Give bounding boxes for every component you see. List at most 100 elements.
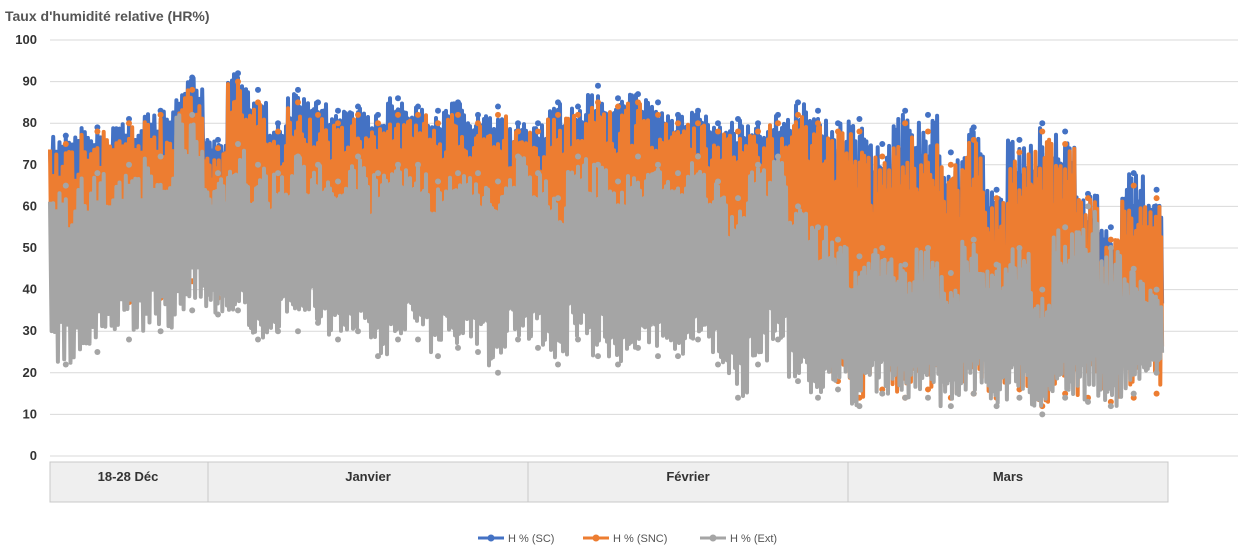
data-point-lower [695,336,701,343]
data-point-lower [315,319,321,326]
data-point-lower [815,394,821,401]
data-point-lower [755,361,761,368]
data-point-upper [1107,236,1114,243]
series-layer [48,70,1165,418]
data-point-lower [856,403,863,410]
data-point-upper [435,120,441,127]
data-point-upper [993,195,1000,202]
data-point-upper [615,178,621,185]
data-point-upper [1153,286,1160,293]
data-point-upper [835,128,841,135]
data-point-upper [595,161,601,168]
data-point-upper [535,128,541,135]
data-point-upper [655,161,661,168]
data-point-lower [555,361,561,368]
data-point-lower [415,336,421,343]
data-point-lower [1107,403,1114,410]
category-label: Janvier [345,469,391,484]
data-point-upper [735,116,741,123]
data-point-upper [94,124,101,131]
data-point-upper [575,103,581,110]
data-point-upper [902,107,909,114]
data-point-upper [189,74,196,81]
data-point-upper [1016,245,1023,251]
data-point-upper [1107,245,1114,251]
y-tick-label: 100 [15,32,37,47]
y-tick-labels: 0 10 20 30 40 50 60 70 80 90 100 [15,32,37,463]
data-point-lower [735,394,741,401]
data-point-upper [315,99,321,106]
legend-label: H % (SNC) [613,533,667,545]
data-point-lower [635,344,641,351]
data-point-lower [535,344,541,351]
data-point-upper [902,120,909,127]
data-point-upper [335,107,341,114]
data-point-lower [1016,394,1023,401]
data-point-upper [615,95,621,102]
data-point-upper [695,120,701,127]
data-point-lower [595,353,601,360]
data-point-upper [635,99,641,106]
data-point-lower [1153,369,1160,376]
data-point-upper [235,78,241,85]
data-point-upper [515,128,521,135]
data-point-upper [1085,195,1091,202]
data-point-upper [715,128,721,135]
data-point-lower [1062,394,1069,401]
data-point-lower [94,349,101,355]
data-point-upper [62,182,69,189]
data-point-lower [495,369,501,376]
data-point-lower [295,328,301,335]
data-point-upper [94,128,101,135]
data-point-upper [535,120,541,127]
data-point-upper [455,111,461,118]
data-point-upper [515,120,521,127]
data-point-upper [475,120,481,127]
data-point-lower [993,403,1000,410]
data-point-upper [535,170,541,177]
data-point-upper [157,153,164,160]
data-point-lower [255,336,261,343]
data-point-lower [455,344,461,351]
data-point-upper [1062,128,1069,135]
data-point-upper [595,82,601,89]
data-point-lower [970,390,977,397]
data-point-upper [1039,286,1046,293]
data-point-upper [695,153,701,160]
legend-label: H % (Ext) [730,533,777,545]
data-point-upper [675,170,681,177]
data-point-upper [375,170,381,177]
data-point-upper [735,195,741,202]
y-tick-label: 20 [23,365,37,380]
data-point-lower [1153,390,1160,397]
data-point-lower [62,361,69,368]
data-point-lower [475,349,481,355]
data-point-upper [1130,265,1137,272]
data-point-upper [970,236,977,243]
data-point-upper [1085,203,1091,210]
data-point-upper [215,136,221,143]
data-point-upper [635,91,641,98]
data-point-upper [1130,182,1137,189]
data-point-upper [1016,136,1023,143]
data-point-lower [235,307,241,314]
data-point-upper [1039,120,1046,127]
legend-swatch-marker [592,534,600,542]
data-point-upper [925,111,931,118]
data-point-upper [795,99,801,106]
data-point-upper [189,111,196,118]
data-point-upper [375,111,381,118]
data-point-upper [157,111,164,118]
data-point-upper [235,70,241,77]
data-point-upper [815,107,821,114]
data-point-lower [1130,394,1137,401]
data-point-upper [275,170,281,177]
data-point-lower [355,328,361,335]
data-point-lower [655,353,661,360]
data-point-upper [815,120,821,127]
y-tick-label: 0 [30,448,37,463]
data-point-upper [655,99,661,106]
data-point-upper [455,170,461,177]
data-point-upper [1153,195,1160,202]
data-point-lower [126,336,132,343]
